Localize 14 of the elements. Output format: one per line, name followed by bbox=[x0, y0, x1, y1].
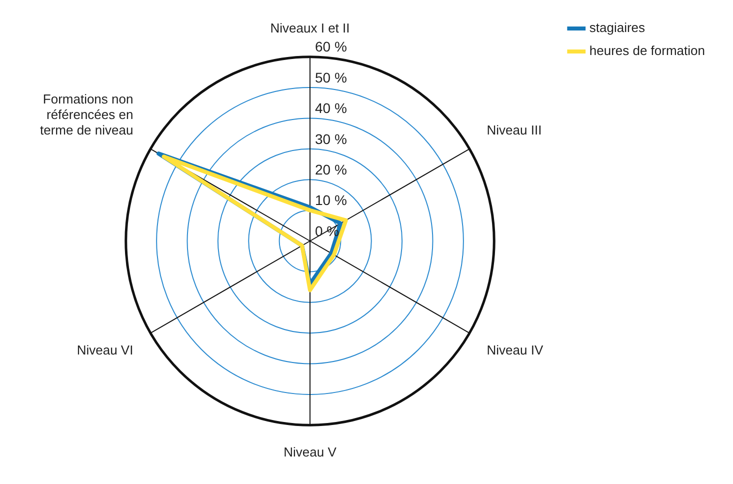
y-tick-label: 20 % bbox=[315, 161, 347, 178]
spoke-label: Niveau VI bbox=[76, 342, 134, 358]
legend-label: stagiaires bbox=[589, 20, 646, 36]
spoke-label: Niveau IV bbox=[486, 342, 544, 358]
y-tick-label: 30 % bbox=[315, 130, 347, 147]
spoke-label: Niveaux I et II bbox=[270, 20, 350, 36]
legend-label: heures de formation bbox=[589, 43, 705, 58]
spoke-label: Niveau V bbox=[284, 444, 337, 460]
spoke-label: Formations non référencées en terme de niveau bbox=[40, 92, 134, 138]
y-tick-label: 50 % bbox=[315, 69, 347, 86]
spoke-label: Niveau III bbox=[486, 122, 542, 138]
y-tick-label: 60 % bbox=[315, 38, 347, 55]
y-tick-label: 10 % bbox=[315, 192, 347, 208]
y-tick-label: 40 % bbox=[315, 100, 347, 116]
